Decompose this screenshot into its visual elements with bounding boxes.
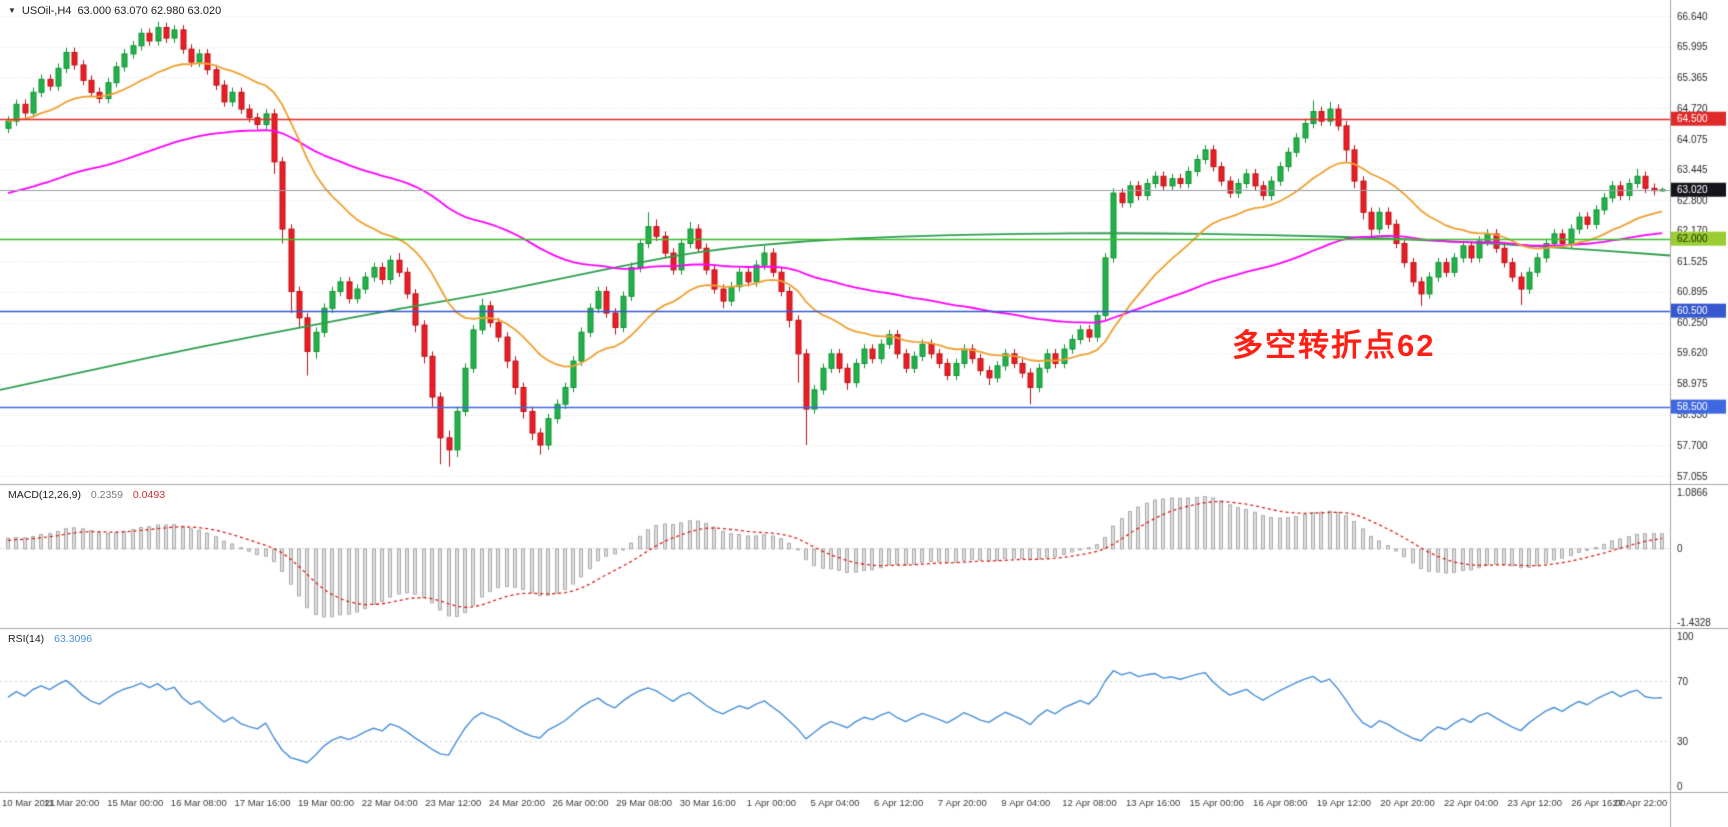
macd-indicator-label: MACD(12,26,9) 0.2359 0.0493 [8,489,165,501]
rsi-name: RSI(14) [8,633,45,645]
ohlc-values: 63.000 63.070 62.980 63.020 [77,5,222,17]
macd-name: MACD(12,26,9) [8,489,81,501]
symbol-label: USOil-,H4 [21,5,72,17]
rsi-indicator-label: RSI(14) 63.3096 [8,633,92,645]
macd-signal-value: 0.0493 [132,489,166,501]
macd-main-value: 0.2359 [90,489,123,501]
rsi-value: 63.3096 [54,633,93,645]
symbol-ohlc-readout: ▼ USOil-,H4 63.000 63.070 62.980 63.020 [8,5,221,17]
chart-annotation-text: 多空转折点62 [1232,328,1436,363]
collapse-arrow-icon[interactable]: ▼ [8,6,16,15]
